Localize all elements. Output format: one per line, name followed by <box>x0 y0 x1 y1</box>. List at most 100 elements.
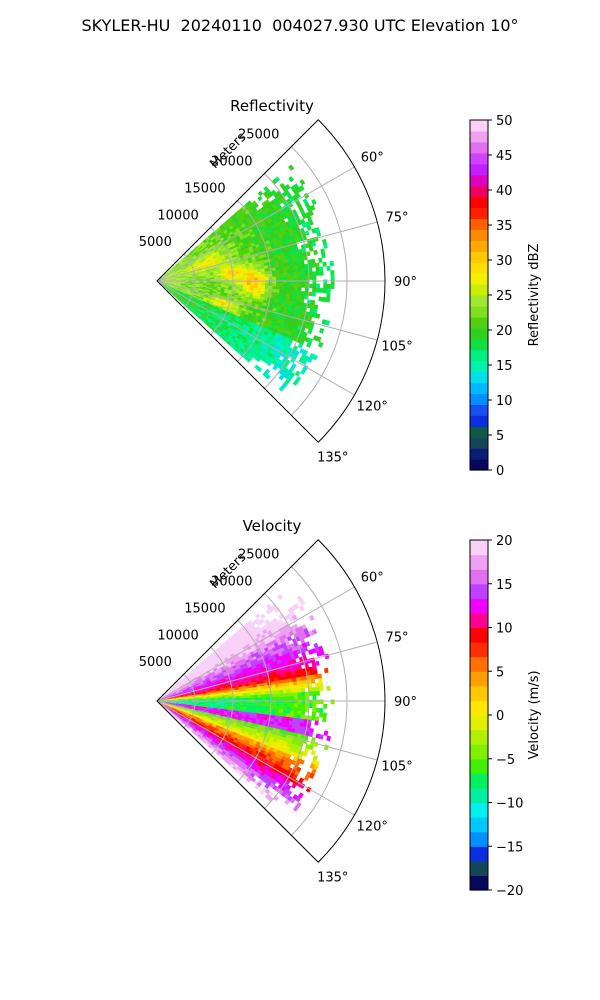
colorbar-tick-label: 35 <box>496 219 513 234</box>
colorbar <box>469 539 492 891</box>
sector-frame <box>156 119 386 443</box>
colorbar-bin <box>470 218 488 230</box>
azimuth-tick-label: 135° <box>317 451 348 466</box>
azimuth-tick-label: 120° <box>357 819 388 834</box>
colorbar-tick-label: 50 <box>496 114 513 129</box>
colorbar-bin <box>470 382 488 395</box>
colorbar-bin <box>470 207 488 220</box>
colorbar-bin <box>470 685 488 702</box>
colorbar-bin <box>470 185 488 198</box>
polar-plot-reflectivity <box>156 119 386 443</box>
azimuth-gridline <box>156 700 378 761</box>
colorbar-tick-label: 5 <box>496 665 504 680</box>
azimuth-gridline <box>156 280 355 396</box>
azimuth-tick-label: 120° <box>357 399 388 414</box>
colorbar-bin <box>470 846 488 862</box>
azimuth-gridline <box>156 221 378 282</box>
azimuth-tick-label: 135° <box>317 871 348 886</box>
colorbar-bin <box>470 404 488 416</box>
chart-title: Reflectivity <box>230 97 314 115</box>
colorbar-bin <box>470 598 488 614</box>
colorbar-bin <box>470 459 488 471</box>
colorbar-tick-label: 5 <box>496 429 504 444</box>
colorbar-bin <box>470 371 488 384</box>
azimuth-tick-label: 75° <box>386 631 409 646</box>
colorbar-bin <box>470 729 488 745</box>
range-tick-label: 10000 <box>157 628 198 643</box>
polar-plot-velocity <box>156 539 386 863</box>
azimuth-gridline <box>156 641 378 702</box>
colorbar-bin <box>470 540 488 556</box>
azimuth-tick-label: 60° <box>361 571 384 586</box>
colorbar-bin <box>470 875 488 891</box>
colorbar-tick-label: 40 <box>496 184 513 199</box>
colorbar-bin <box>470 316 488 329</box>
colorbar-bin <box>470 305 488 318</box>
colorbar-bin <box>470 831 488 847</box>
colorbar-tick-label: 20 <box>496 324 513 339</box>
figure-suptitle: SKYLER-HU 20240110 004027.930 UTC Elevat… <box>81 16 519 35</box>
colorbar-tick-label: −15 <box>496 840 523 855</box>
colorbar-bin <box>470 273 488 285</box>
range-tick-label: 25000 <box>238 128 279 143</box>
azimuth-tick-label: 90° <box>394 275 417 290</box>
colorbar-bin <box>470 642 488 658</box>
colorbar-bin <box>470 700 488 716</box>
range-tick-label: 20000 <box>211 155 252 170</box>
colorbar-bin <box>470 360 488 373</box>
colorbar-bin <box>470 817 488 833</box>
azimuth-tick-label: 105° <box>381 339 412 354</box>
colorbar-bin <box>470 612 488 629</box>
colorbar-tick-label: 15 <box>496 359 513 374</box>
colorbar-bin <box>470 152 488 165</box>
azimuth-tick-label: 105° <box>381 759 412 774</box>
colorbar-bin <box>470 327 488 340</box>
colorbar-bin <box>470 787 488 804</box>
colorbar-bin <box>470 338 488 351</box>
colorbar-bin <box>470 554 488 570</box>
colorbar-bin <box>470 196 488 209</box>
colorbar-bin <box>470 415 488 427</box>
colorbar-bin <box>470 627 488 643</box>
azimuth-tick-label: 90° <box>394 695 417 710</box>
colorbar-tick-label: 0 <box>496 709 504 724</box>
colorbar-bin <box>470 251 488 263</box>
colorbar-bin <box>470 349 488 362</box>
range-tick-label: 15000 <box>184 601 225 616</box>
colorbar-bin <box>470 426 488 438</box>
colorbar-label: Reflectivity dBZ <box>527 244 542 347</box>
colorbar-bin <box>470 229 488 241</box>
colorbar-tick-label: 30 <box>496 254 513 269</box>
colorbar-bin <box>470 174 488 187</box>
colorbar-tick-label: −5 <box>496 753 515 768</box>
colorbar-tick-label: −20 <box>496 884 523 899</box>
azimuth-gridline <box>156 280 378 341</box>
colorbar-bin <box>470 393 488 405</box>
sector-frame <box>156 539 386 863</box>
range-tick-label: 5000 <box>139 655 172 670</box>
colorbar-bin <box>470 120 488 132</box>
colorbar-bin <box>470 744 488 760</box>
range-tick-label: 5000 <box>139 235 172 250</box>
azimuth-tick-label: 75° <box>386 211 409 226</box>
azimuth-gridline <box>156 700 355 816</box>
colorbar <box>469 119 492 471</box>
colorbar-bin <box>470 163 488 176</box>
colorbar-bin <box>470 295 488 307</box>
colorbar-tick-label: −10 <box>496 797 523 812</box>
colorbar-bin <box>470 773 488 789</box>
colorbar-bin <box>470 671 488 687</box>
colorbar-label: Velocity (m/s) <box>527 670 542 759</box>
colorbar-bin <box>470 656 488 672</box>
colorbar-bin <box>470 437 488 449</box>
colorbar-tick-label: 25 <box>496 289 513 304</box>
colorbar-bin <box>470 284 488 296</box>
colorbar-tick-label: 0 <box>496 464 504 479</box>
colorbar-bin <box>470 130 488 143</box>
colorbar-bin <box>470 715 488 731</box>
colorbar-bin <box>470 802 488 818</box>
colorbar-bin <box>470 240 488 252</box>
colorbar-bin <box>470 860 488 877</box>
radar-data-field <box>158 594 335 812</box>
